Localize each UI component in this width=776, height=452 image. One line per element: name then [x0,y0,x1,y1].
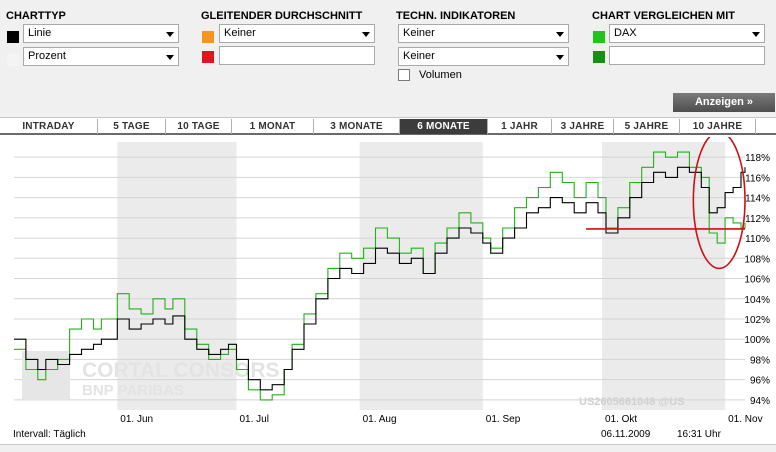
chart-svg: CORTAL CONSORS BNP PARIBAS 94% 96% 98% 100%… [13,137,770,440]
y-tick-label: 94% [750,396,770,407]
dark-green-color-swatch [593,51,605,63]
moving-average-select[interactable]: Keiner [219,24,375,43]
red-color-swatch [202,51,214,63]
indicator-select-1[interactable]: Keiner [398,24,569,43]
footer-bar [0,444,776,452]
orange-color-swatch [202,31,214,43]
chevron-down-icon [362,32,370,37]
chart-settings-panel: CHARTTYP Linie Prozent GLEITENDER DURCHS… [0,0,776,118]
series-line-1 [14,151,746,401]
blank-color-swatch [7,54,19,66]
x-tick-label: 01. Sep [486,414,521,425]
series-line-0 [14,166,746,391]
chevron-down-icon [166,32,174,37]
compare-title: CHART VERGLEICHEN MIT [592,10,735,22]
y-tick-label: 112% [745,214,770,225]
chevron-down-icon [556,55,564,60]
date-label: 06.11.2009 [601,429,651,440]
tab-intraday[interactable]: INTRADAY [0,119,98,134]
compare-select-value: DAX [614,27,637,39]
tab-1-jahr[interactable]: 1 JAHR [488,119,552,134]
interval-label: Intervall: Täglich [13,429,86,440]
tab-10-tage[interactable]: 10 TAGE [166,119,232,134]
green-color-swatch [593,31,605,43]
tab-1-monat[interactable]: 1 MONAT [232,119,314,134]
tab-3-jahre[interactable]: 3 JAHRE [552,119,614,134]
x-tick-label: 01. Aug [363,414,397,425]
y-tick-label: 96% [750,376,770,387]
tab-3-monate[interactable]: 3 MONATE [314,119,400,134]
tab-5-tage[interactable]: 5 TAGE [98,119,166,134]
volume-label: Volumen [419,69,462,81]
watermark-line-2: BNP PARIBAS [82,382,184,399]
x-tick-label: 01. Jul [239,414,268,425]
y-tick-label: 98% [750,355,770,366]
y-tick-label: 104% [744,295,770,306]
y-tick-label: 114% [745,194,770,205]
y-tick-label: 118% [745,153,770,164]
y-tick-label: 106% [744,275,770,286]
price-chart: CORTAL CONSORS BNP PARIBAS 94% 96% 98% 100%… [0,137,776,440]
scale-select[interactable]: Prozent [23,47,179,66]
watermark-line-1: CORTAL CONSORS [82,359,280,382]
compare-symbol-input[interactable] [609,46,765,65]
tab-6-monate[interactable]: 6 MONATE [400,119,488,134]
moving-average-days-input[interactable] [219,46,375,65]
isin-label: US2605661048 @US [579,396,685,408]
x-tick-label: 01. Nov [728,414,762,425]
indicator-select-2-value: Keiner [403,50,435,62]
volume-checkbox[interactable] [398,69,410,81]
indicators-title: TECHN. INDIKATOREN [396,10,516,22]
scale-select-value: Prozent [28,50,66,62]
moving-average-title: GLEITENDER DURCHSCHNITT [201,10,363,22]
watermark: CORTAL CONSORS BNP PARIBAS [22,351,280,399]
time-label: 16:31 Uhr [677,429,722,440]
chevron-down-icon [752,32,760,37]
moving-average-select-value: Keiner [224,27,256,39]
y-tick-label: 102% [744,315,770,326]
highlight-ellipse-annotation [692,137,746,270]
y-tick-label: 110% [745,234,770,245]
timeframe-tabs: INTRADAY 5 TAGE 10 TAGE 1 MONAT 3 MONATE 6 MO… [0,119,776,135]
show-button[interactable]: Anzeigen » [673,93,775,112]
charttyp-select-value: Linie [28,27,52,39]
month-band [117,142,237,410]
chevron-down-icon [166,55,174,60]
tab-5-jahre[interactable]: 5 JAHRE [614,119,680,134]
month-band [359,142,483,410]
x-tick-label: 01. Jun [120,414,153,425]
chevron-down-icon [556,32,564,37]
compare-select[interactable]: DAX [609,24,765,43]
month-band [601,142,726,410]
charttyp-title: CHARTTYP [6,10,66,22]
line-color-swatch [7,31,19,43]
tab-10-jahre[interactable]: 10 JAHRE [680,119,756,134]
y-tick-label: 108% [744,254,770,265]
charttyp-select[interactable]: Linie [23,24,179,43]
y-tick-label: 100% [744,335,770,346]
indicator-select-1-value: Keiner [403,27,435,39]
x-tick-label: 01. Okt [605,414,637,425]
indicator-select-2[interactable]: Keiner [398,47,569,66]
y-tick-label: 116% [745,173,770,184]
